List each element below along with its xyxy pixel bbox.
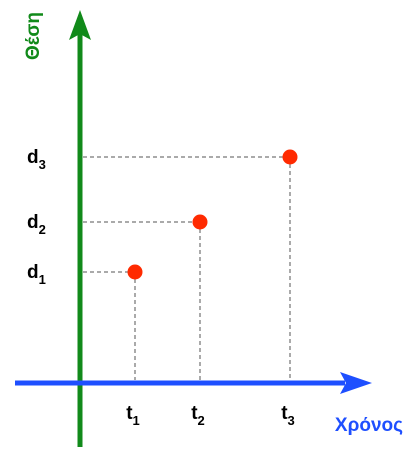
data-points [127,149,298,280]
x-tick-label-3: t3 [281,403,295,428]
x-axis-arrowhead [340,372,372,394]
y-axis-title: Θέση [23,12,44,60]
y-tick-label-3: d3 [27,147,46,172]
x-tick-label-2: t2 [191,403,205,428]
y-axis-arrowhead [69,10,91,40]
y-tick-label-1: d1 [27,262,46,287]
data-point-1 [127,264,143,280]
x-tick-label-1: t1 [126,403,140,428]
y-tick-labels: d1 d2 d3 [27,147,46,287]
data-point-3 [282,149,298,165]
x-axis-title: Χρόνος [335,415,403,436]
x-tick-labels: t1 t2 t3 [126,403,295,428]
y-tick-label-2: d2 [27,212,46,237]
data-point-2 [192,214,208,230]
dashed-guide-lines [83,156,291,380]
